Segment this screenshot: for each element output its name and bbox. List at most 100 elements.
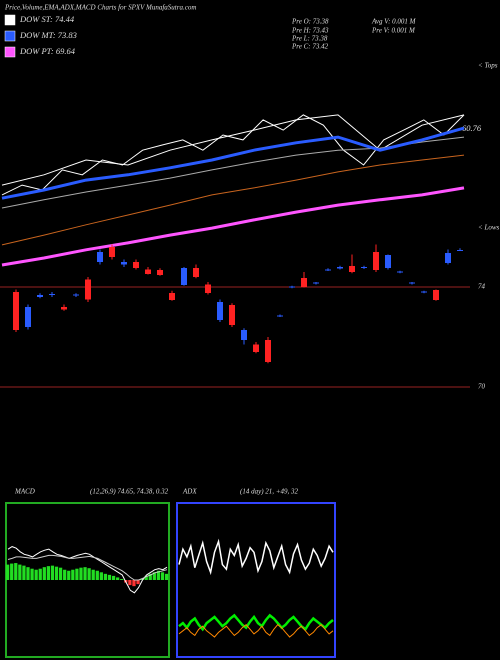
candle-body (145, 269, 151, 274)
histogram-bar (156, 570, 161, 580)
histogram-bar (54, 566, 59, 580)
panel-params: (14 day) 21, +49, 32 (240, 488, 298, 496)
candle-body (229, 305, 235, 325)
line (178, 538, 334, 576)
candle-body (313, 282, 319, 284)
y-tick-label: 70 (478, 383, 486, 391)
candle-body (409, 282, 415, 284)
candle-body (169, 293, 175, 300)
tops-label: < Tops (478, 62, 498, 70)
legend-swatch (4, 46, 16, 58)
candle-body (253, 344, 259, 352)
stat: Pre O: 73.38 (291, 18, 329, 26)
histogram-bar (22, 565, 26, 580)
histogram-bar (6, 564, 10, 580)
histogram-bar (58, 567, 63, 580)
candle-body (421, 291, 427, 293)
line (7, 546, 168, 594)
histogram-bar (111, 575, 116, 580)
histogram-bar (140, 578, 144, 580)
candle-body (25, 307, 31, 327)
stat: Avg V: 0.001 M (371, 18, 417, 26)
candle-body (37, 295, 43, 297)
histogram-bar (38, 568, 42, 580)
line (178, 613, 334, 632)
legend-label: DOW MT: 73.83 (19, 30, 77, 40)
histogram-bar (26, 567, 30, 580)
candle-body (373, 252, 379, 270)
candle-body (337, 267, 343, 269)
line (1, 114, 465, 186)
histogram-bar (152, 572, 156, 580)
histogram-bar (132, 580, 136, 587)
histogram-bar (71, 569, 75, 580)
stat: Pre L: 73.38 (291, 35, 328, 43)
legend-swatch (4, 14, 16, 26)
line (1, 186, 465, 267)
panel-label: ADX (182, 488, 197, 496)
line (178, 624, 334, 638)
histogram-bar (50, 565, 55, 580)
histogram-bar (46, 566, 51, 580)
candle-body (109, 247, 115, 257)
histogram-bar (144, 575, 148, 580)
stat: Pre H: 73.43 (291, 27, 329, 35)
histogram-bar (67, 570, 71, 580)
histogram-bar (136, 580, 140, 585)
legend-label: DOW PT: 69.64 (19, 46, 76, 56)
histogram-bar (83, 567, 87, 580)
histogram-bar (128, 580, 132, 586)
candle-body (241, 330, 247, 340)
legend-label: DOW ST: 74.44 (19, 14, 75, 24)
line (1, 114, 465, 196)
y-tick-label: 74 (478, 283, 486, 291)
candle-body (361, 267, 367, 268)
candle-body (133, 262, 139, 268)
candle-body (325, 269, 331, 271)
line (1, 126, 465, 200)
panel-frame (176, 502, 336, 658)
candle-body (49, 294, 55, 295)
candle-body (205, 284, 211, 293)
candle-body (277, 315, 283, 317)
panel-params: (12,26,9) 74.65, 74.38, 0.32 (90, 488, 169, 496)
panel-label: MACD (14, 488, 35, 496)
histogram-bar (18, 564, 22, 580)
histogram-bar (160, 572, 165, 580)
histogram-bar (95, 570, 99, 580)
histogram-bar (148, 573, 152, 580)
histogram-bar (120, 578, 124, 580)
candle-body (397, 271, 403, 273)
histogram-bar (91, 569, 95, 580)
candle-body (97, 252, 103, 262)
histogram-bar (107, 574, 112, 580)
candle-body (265, 340, 271, 362)
histogram-bar (14, 563, 18, 580)
candle-body (217, 302, 223, 320)
histogram-bar (164, 573, 169, 580)
candle-body (385, 255, 391, 268)
candle-body (349, 266, 355, 272)
candle-body (181, 268, 187, 285)
histogram-bar (79, 567, 83, 580)
stat: Pre V: 0.001 M (371, 27, 416, 35)
histogram-bar (103, 573, 108, 580)
lows-label: < Lows (478, 224, 500, 232)
candle-body (85, 279, 91, 300)
candle-body (433, 290, 439, 300)
candle-body (13, 292, 19, 330)
histogram-bar (63, 569, 67, 580)
histogram-bar (10, 563, 14, 580)
histogram-bar (99, 572, 103, 580)
histogram-bar (75, 568, 79, 580)
histogram-bar (116, 577, 120, 580)
candle-body (157, 270, 163, 275)
page-title: Price,Volume,EMA,ADX,MACD Charts for SPX… (4, 4, 196, 12)
stat: Pre C: 73.42 (291, 43, 329, 51)
histogram-bar (87, 568, 91, 580)
legend-swatch (4, 30, 16, 42)
candle-body (301, 278, 307, 287)
histogram-bar (30, 568, 34, 580)
candle-body (121, 262, 127, 265)
